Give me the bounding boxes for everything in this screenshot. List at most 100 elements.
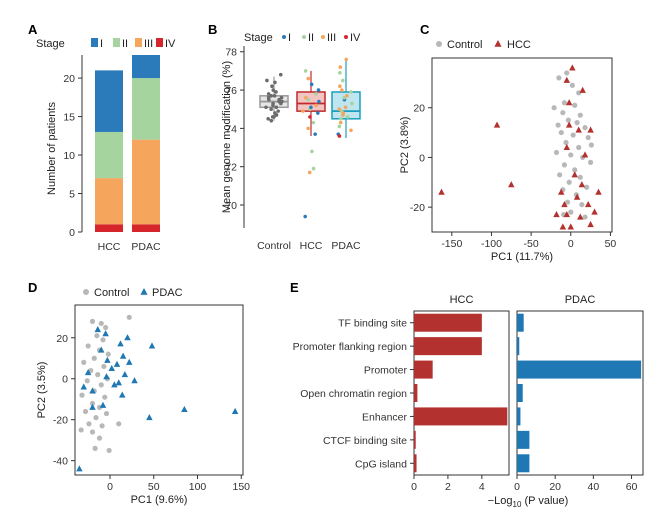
c-point-hcc: [508, 181, 515, 188]
b-point-pdac-stage-ii: [345, 115, 350, 119]
c-plot-frame: [431, 57, 613, 233]
b-point-control: [279, 95, 284, 100]
d-y-tick-label: -20: [53, 415, 68, 427]
c-y-axis-label: PC2 (3.8%): [399, 117, 411, 174]
c-point-control: [556, 75, 562, 81]
d-point-pdac: [124, 334, 131, 341]
c-legend-label-control: Control: [447, 39, 482, 51]
c-point-hcc: [581, 151, 589, 158]
c-point-control: [577, 174, 583, 180]
c-point-hcc: [561, 201, 568, 208]
b-point-pdac-stage-iii: [340, 88, 344, 92]
b-y-tick-label: 74: [225, 123, 237, 135]
c-point-hcc: [587, 220, 594, 228]
c-point-control: [565, 117, 571, 123]
c-point-hcc: [558, 188, 565, 195]
e-bar-pdac: [517, 407, 521, 426]
c-legend-dot-control: [436, 41, 442, 47]
c-point-control: [555, 122, 561, 128]
d-legend-label-control: Control: [94, 287, 129, 299]
e-pdac-title: PDAC: [565, 294, 596, 306]
d-point-pdac: [231, 407, 239, 415]
a-y-tick-label: 20: [63, 73, 75, 85]
d-point-pdac: [98, 346, 105, 353]
e-category-label: Promoter flanking region: [293, 341, 408, 353]
c-point-control: [584, 184, 590, 190]
d-point-pdac: [119, 352, 127, 359]
b-point-hcc-stage-ii: [314, 92, 318, 96]
b-point-pdac-stage-iii: [344, 57, 349, 62]
d-y-tick-label: -40: [53, 456, 68, 468]
e-bar-hcc: [414, 384, 418, 402]
d-point-pdac: [113, 360, 121, 367]
b-y-tick-label: 70: [225, 200, 237, 212]
c-point-control: [568, 152, 574, 158]
d-point-control: [103, 410, 110, 417]
a-legend-swatch-iii: [135, 38, 142, 47]
d-point-pdac: [103, 373, 110, 380]
a-y-tick-label: 5: [69, 189, 75, 201]
d-x-tick-label: 50: [148, 481, 160, 493]
d-point-pdac: [121, 371, 129, 378]
a-bar-pdac-stage-ii: [132, 78, 160, 140]
panel-letter-d: D: [28, 280, 37, 295]
c-point-control: [576, 144, 582, 151]
d-point-pdac: [181, 405, 188, 412]
e-bar-hcc: [414, 313, 482, 332]
d-point-control: [98, 382, 104, 388]
b-point-hcc-stage-i: [309, 82, 314, 87]
c-point-hcc: [579, 86, 586, 93]
d-point-control: [95, 372, 101, 378]
c-point-control: [587, 159, 594, 165]
e-pdac-x-tick-label: 0: [514, 481, 520, 493]
c-point-hcc: [591, 208, 598, 215]
b-point-hcc-stage-iii: [306, 126, 310, 131]
c-point-hcc: [587, 126, 594, 133]
c-point-control: [588, 142, 594, 148]
b-point-control: [274, 105, 279, 110]
panel-letter-b: B: [208, 22, 217, 37]
b-point-pdac-stage-iii: [338, 65, 343, 69]
b-point-hcc-stage-iv: [308, 115, 312, 119]
c-y-tick-label: 20: [413, 103, 425, 115]
a-y-axis-label: Number of patients: [46, 102, 58, 195]
d-point-control: [78, 427, 84, 433]
a-y-tick-label: 10: [63, 150, 75, 162]
c-point-hcc: [569, 64, 576, 71]
b-point-hcc-stage-iii: [307, 170, 312, 175]
c-x-tick-label: 0: [568, 238, 574, 250]
c-point-control: [582, 214, 588, 220]
c-point-control: [579, 202, 585, 208]
b-point-control: [274, 90, 278, 94]
d-point-control: [89, 429, 96, 435]
b-point-control: [265, 78, 269, 83]
c-point-hcc: [567, 223, 575, 230]
e-category-label: CpG island: [355, 458, 407, 470]
e-pdac-x-tick-label: 40: [588, 481, 600, 493]
a-legend-swatch-ii: [113, 38, 120, 47]
d-point-pdac: [80, 383, 87, 390]
d-point-control: [84, 378, 90, 384]
c-point-control: [577, 112, 583, 118]
c-point-control: [558, 129, 564, 136]
a-legend-label-iii: III: [144, 38, 153, 50]
b-point-control: [274, 113, 279, 117]
b-point-hcc-stage-ii: [303, 69, 308, 73]
d-point-control: [92, 445, 98, 451]
c-point-control: [570, 132, 576, 138]
b-point-pdac-stage-iii: [345, 94, 349, 98]
e-hcc-x-tick-label: 0: [411, 481, 417, 493]
b-point-hcc-stage-i: [309, 105, 313, 110]
d-point-pdac: [115, 379, 122, 386]
c-point-hcc: [563, 143, 571, 151]
d-point-control: [89, 400, 96, 406]
b-point-control: [279, 101, 283, 106]
b-point-control: [278, 72, 283, 77]
d-point-pdac: [104, 356, 111, 363]
e-bar-hcc: [414, 454, 417, 473]
d-point-control: [103, 324, 109, 331]
b-point-control: [266, 117, 270, 121]
c-point-hcc: [493, 121, 501, 128]
e-category-label: TF binding site: [338, 318, 407, 330]
b-point-hcc-stage-ii: [311, 166, 316, 171]
